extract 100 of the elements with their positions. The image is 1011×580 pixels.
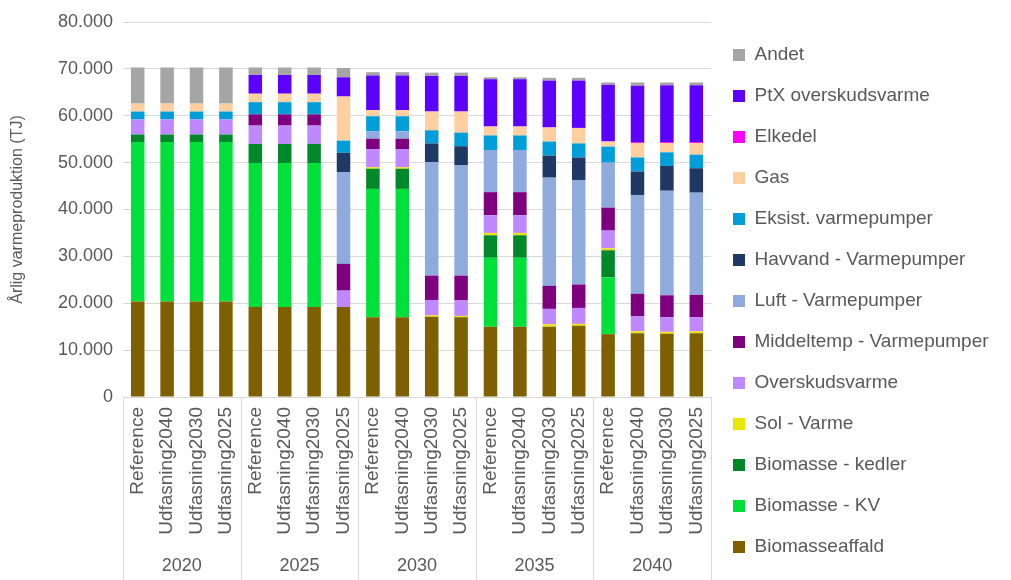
- bar: [630, 85, 645, 142]
- bar: [660, 317, 674, 332]
- bar: [395, 131, 410, 139]
- text: 2025: [279, 554, 320, 575]
- bar: [542, 177, 557, 286]
- bar: [189, 301, 204, 397]
- bar: [483, 192, 498, 216]
- bar: [571, 325, 586, 397]
- bar: [660, 295, 674, 318]
- bar: [248, 93, 263, 103]
- bar: [542, 324, 557, 327]
- bar: [660, 142, 674, 153]
- x-tick-label: Udfasning2030: [655, 407, 677, 535]
- bar: [513, 192, 527, 216]
- bar: [248, 163, 263, 307]
- bar: [424, 162, 439, 276]
- bar: [277, 143, 292, 164]
- bar: [601, 146, 615, 163]
- y-tick-label: 60.000: [57, 104, 113, 125]
- bar: [601, 277, 615, 335]
- bar: [571, 179, 586, 285]
- bar: [424, 130, 439, 144]
- legend-label: Biomasse - KV: [754, 494, 881, 516]
- y-tick-label: 0: [102, 385, 113, 406]
- bar: [366, 131, 380, 139]
- bar: [336, 290, 351, 307]
- bar: [630, 293, 645, 317]
- bar: [601, 334, 615, 397]
- bar: [277, 163, 292, 307]
- text: 2030: [396, 554, 438, 575]
- x-tick-label: Udfasning2040: [508, 407, 530, 535]
- legend-label: Middeltemp - Varmepumper: [754, 330, 990, 352]
- bar: [454, 300, 468, 316]
- x-tick-label: Udfasning2030: [537, 407, 559, 535]
- bar: [630, 142, 645, 158]
- x-tick-label: Reference: [125, 407, 147, 495]
- bar: [630, 82, 645, 86]
- bar: [160, 103, 174, 112]
- bar: [542, 127, 557, 142]
- bar: [571, 157, 586, 180]
- bar: [366, 110, 380, 117]
- bar: [366, 188, 380, 318]
- bar: [219, 67, 233, 104]
- bar: [366, 149, 380, 168]
- bar: [336, 140, 351, 153]
- bar: [219, 301, 233, 397]
- y-tick-label: 40.000: [57, 198, 113, 219]
- bar: [513, 135, 527, 150]
- bar: [336, 96, 351, 141]
- bar: [395, 149, 410, 168]
- bar: [483, 257, 498, 327]
- bar: [454, 72, 468, 76]
- bar: [660, 165, 674, 191]
- bar: [571, 307, 586, 324]
- bar: [336, 152, 351, 172]
- bar: [513, 326, 527, 397]
- bar: [219, 119, 233, 135]
- bar: [189, 111, 204, 120]
- x-tick-label: Udfasning2040: [625, 407, 647, 535]
- bar: [395, 317, 410, 397]
- bar: [395, 168, 410, 189]
- bar: [660, 152, 674, 166]
- bar: [366, 75, 380, 111]
- bar: [571, 284, 586, 308]
- bar: [160, 111, 174, 120]
- bar: [601, 230, 615, 249]
- bar: [130, 67, 145, 104]
- bar: [483, 326, 498, 397]
- bar: [689, 154, 704, 169]
- bar: [542, 308, 557, 325]
- bar: [513, 257, 527, 327]
- y-tick-label: 70.000: [57, 57, 113, 78]
- bar: [513, 126, 527, 136]
- legend-label: Eksist. varmepumper: [754, 207, 934, 229]
- bar: [542, 326, 557, 397]
- legend-label: Overskudsvarme: [754, 371, 899, 393]
- bar: [689, 82, 704, 86]
- bar: [307, 125, 321, 144]
- bar: [630, 316, 645, 332]
- bar: [219, 134, 233, 142]
- x-tick-label: Udfasning2030: [419, 407, 441, 535]
- bar: [542, 80, 557, 128]
- bar: [601, 250, 615, 278]
- bar: [160, 134, 174, 142]
- bar: [160, 142, 174, 302]
- bar: [307, 114, 321, 126]
- bar: [542, 285, 557, 309]
- bar: [483, 79, 498, 127]
- bar: [336, 172, 351, 264]
- bar: [424, 111, 439, 131]
- bar: [160, 301, 174, 397]
- legend-label: PtX overskudsvarme: [754, 84, 930, 106]
- bar: [689, 333, 704, 397]
- x-tick-label: Udfasning2040: [272, 407, 294, 535]
- y-tick-label: 30.000: [57, 245, 113, 266]
- x-tick-label: Reference: [596, 407, 618, 495]
- bar: [336, 67, 351, 78]
- legend-label: Havvand - Varmepumper: [754, 248, 967, 270]
- bar: [601, 207, 615, 231]
- bar: [689, 168, 704, 193]
